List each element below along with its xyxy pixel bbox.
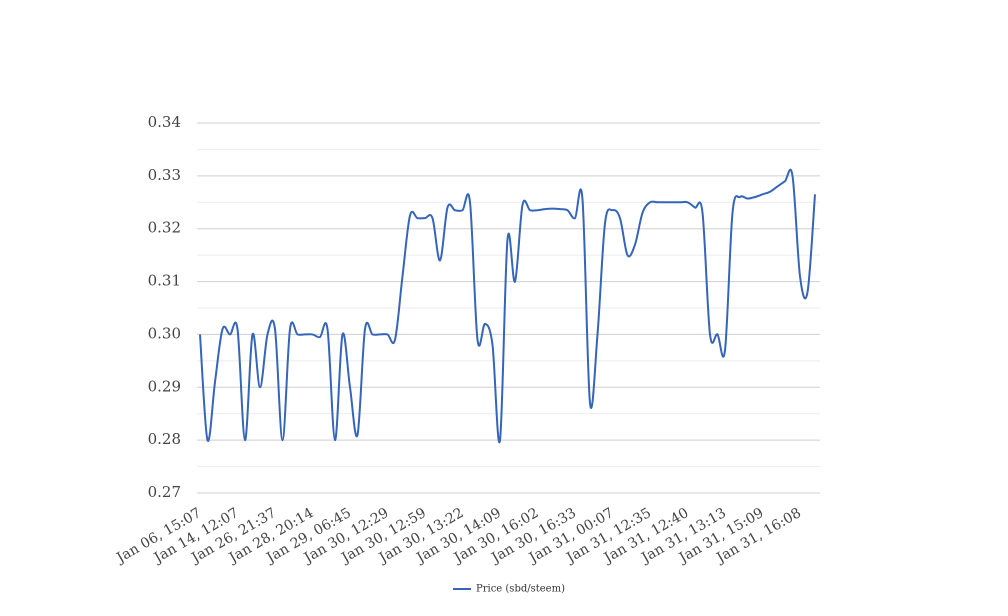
y-tick-label: 0.29 bbox=[148, 377, 181, 395]
y-tick-label: 0.30 bbox=[148, 324, 181, 342]
price-line bbox=[199, 168, 816, 444]
legend-label: Price (sbd/steem) bbox=[476, 584, 565, 595]
y-tick-label: 0.31 bbox=[148, 272, 181, 290]
y-tick-label: 0.34 bbox=[148, 113, 181, 131]
y-tick-label: 0.28 bbox=[148, 430, 181, 448]
y-tick-label: 0.33 bbox=[148, 166, 181, 184]
y-tick-label: 0.32 bbox=[148, 219, 181, 237]
y-tick-label: 0.27 bbox=[148, 483, 181, 501]
